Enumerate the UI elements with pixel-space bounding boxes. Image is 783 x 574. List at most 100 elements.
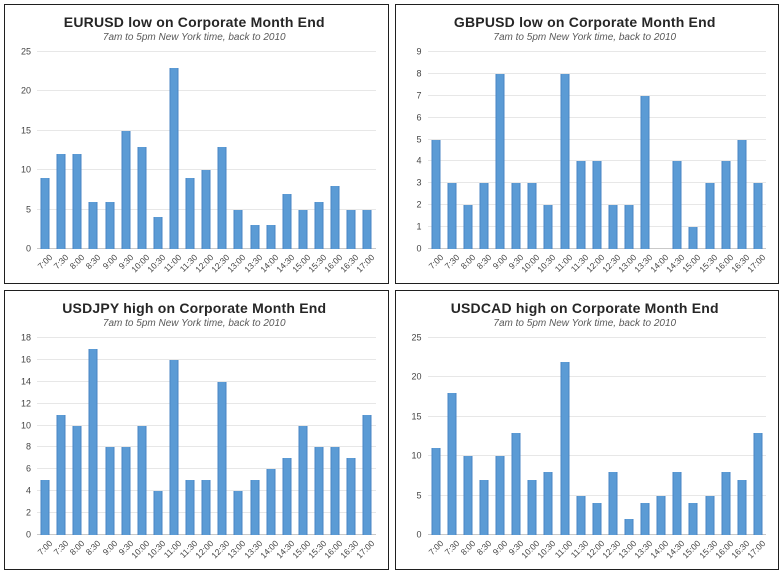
bar-14:00 (266, 225, 276, 249)
bar-11:00 (560, 73, 569, 249)
chart-subtitle: 7am to 5pm New York time, back to 2010 (493, 318, 677, 329)
bar-17:00 (362, 209, 372, 249)
gridline (427, 415, 766, 417)
x-tick-label: 8:00 (67, 538, 87, 558)
x-tick-label: 17:00 (354, 252, 377, 275)
bar-11:30 (576, 495, 586, 535)
x-tick-label: 9:00 (490, 252, 510, 272)
bar-16:30 (737, 139, 747, 249)
bar-8:00 (72, 425, 82, 535)
x-axis-labels: 7:00 7:30 8:00 8:30 9:00 9:30 10:00 10:30 11:00 1… (426, 535, 767, 567)
chart-area: 0 2 4 6 8 10 12 14 16 18 7:00 7:30 8:00 8:30 9:00 9:30 1… (13, 333, 377, 567)
x-tick-label: 7:30 (442, 538, 462, 558)
bar-14:30 (672, 161, 682, 249)
y-tick-label: 4 (416, 155, 422, 166)
bar-8:30 (479, 183, 489, 249)
y-tick-label: 6 (416, 112, 422, 123)
bar-10:00 (137, 425, 147, 535)
bar-12:00 (201, 170, 211, 249)
x-tick-label: 17:00 (354, 538, 377, 561)
bar-8:30 (88, 201, 98, 249)
bar-9:30 (511, 432, 521, 535)
bar-10:30 (543, 471, 553, 535)
bar-16:30 (346, 209, 356, 249)
bar-9:30 (121, 130, 131, 249)
chart-panel-usdjpy-high: USDJPY high on Corporate Month End 7am t… (4, 290, 389, 570)
bar-12:30 (217, 146, 227, 249)
bar-16:00 (330, 447, 340, 535)
chart-title: EURUSD low on Corporate Month End (63, 14, 325, 30)
bar-8:00 (463, 205, 473, 249)
y-tick-label: 5 (416, 134, 422, 145)
y-axis: 0 2 4 6 8 10 12 14 16 18 (13, 333, 37, 539)
bar-7:30 (56, 414, 66, 535)
gridline (37, 129, 376, 131)
bar-8:30 (479, 479, 489, 535)
gridline (37, 169, 376, 171)
gridline (427, 494, 766, 496)
bar-12:00 (592, 503, 602, 535)
chart-title: GBPUSD low on Corporate Month End (453, 14, 716, 30)
bar-15:30 (314, 201, 324, 249)
y-tick-label: 2 (416, 199, 422, 210)
chart-subtitle: 7am to 5pm New York time, back to 2010 (493, 32, 677, 43)
x-tick-label: 9:00 (100, 252, 119, 272)
bar-14:30 (672, 471, 682, 535)
chart-title: USDJPY high on Corporate Month End (62, 300, 327, 316)
bar-15:00 (688, 227, 698, 249)
bar-17:00 (753, 183, 763, 249)
plot-area (37, 51, 376, 249)
bar-12:00 (592, 161, 602, 249)
x-tick-label: 8:30 (83, 538, 103, 558)
bar-10:00 (137, 146, 147, 249)
gridline (37, 446, 376, 448)
y-tick-label: 3 (416, 177, 422, 188)
gridline (427, 160, 766, 162)
x-tick-label: 7:00 (426, 538, 445, 558)
bar-13:00 (233, 209, 243, 249)
bar-9:30 (121, 447, 131, 535)
bar-9:30 (511, 183, 521, 249)
x-tick-label: 7:30 (442, 252, 462, 272)
bar-14:30 (282, 193, 292, 249)
bar-16:00 (721, 161, 731, 249)
y-tick-label: 1 (416, 221, 422, 232)
y-tick-label: 6 (25, 463, 31, 474)
gridline (37, 358, 376, 360)
bar-10:30 (543, 205, 553, 249)
y-tick-label: 7 (416, 90, 422, 101)
x-axis-labels: 7:00 7:30 8:00 8:30 9:00 9:30 10:00 10:30 11:00 1… (426, 249, 767, 281)
gridline (37, 380, 376, 382)
bar-9:00 (495, 456, 505, 535)
bar-14:00 (266, 469, 276, 535)
plot-column: 7:00 7:30 8:00 8:30 9:00 9:30 10:00 10:30 11:00 1… (426, 337, 767, 567)
y-tick-label: 0 (416, 529, 422, 540)
bar-15:00 (298, 425, 308, 535)
plot-column: 7:00 7:30 8:00 8:30 9:00 9:30 10:00 10:30 11:00 1… (36, 51, 377, 281)
bar-15:30 (705, 183, 715, 249)
chart-area: 0 1 2 3 4 5 6 7 8 9 7:00 7:30 8:00 8:30 9:00 9:30 10:00 1… (404, 47, 767, 281)
chart-area: 0 5 10 15 20 25 7:00 7:30 8:00 8:30 9:00 9:30 10:00 1… (13, 47, 377, 281)
bar-7:30 (447, 183, 457, 249)
bar-11:00 (169, 359, 179, 535)
bar-15:00 (298, 209, 308, 249)
x-tick-label: 7:00 (35, 538, 55, 558)
x-tick-label: 8:00 (458, 252, 478, 272)
y-tick-label: 12 (20, 398, 31, 409)
y-tick-label: 10 (20, 164, 31, 175)
gridline (427, 94, 766, 96)
y-tick-label: 0 (25, 243, 31, 254)
gridline (427, 138, 766, 140)
bar-7:00 (40, 480, 50, 535)
x-tick-label: 7:30 (51, 538, 71, 558)
y-tick-label: 10 (411, 450, 422, 461)
y-axis: 0 5 10 15 20 25 (404, 333, 428, 539)
bar-7:00 (431, 448, 441, 535)
gridline (37, 90, 376, 92)
gridline (427, 337, 766, 338)
y-tick-label: 8 (25, 441, 31, 452)
plot-column: 7:00 7:30 8:00 8:30 9:00 9:30 10:00 10:30 11:00 1… (426, 51, 767, 281)
y-tick-label: 16 (20, 354, 31, 365)
bar-16:00 (330, 185, 340, 249)
